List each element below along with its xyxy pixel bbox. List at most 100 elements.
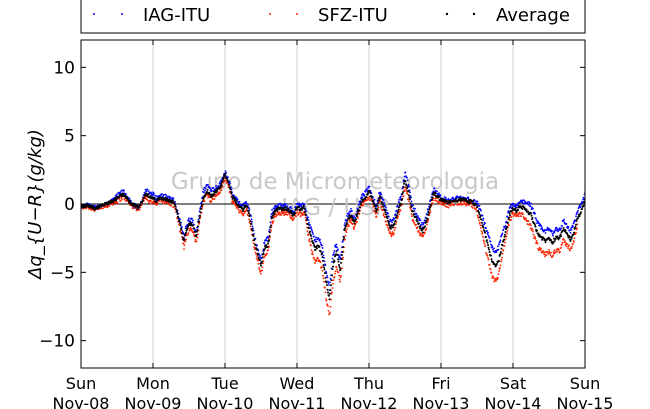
point-average	[120, 193, 123, 196]
point-sfz-itu	[255, 257, 258, 260]
point-average	[266, 245, 269, 248]
point-sfz-itu	[116, 201, 119, 204]
point-average	[333, 260, 336, 263]
point-sfz-itu	[508, 224, 510, 227]
point-average	[538, 233, 541, 236]
point-iag-itu	[385, 206, 387, 209]
point-iag-itu	[417, 216, 420, 219]
point-average	[355, 218, 357, 221]
point-average	[336, 254, 339, 257]
point-iag-itu	[405, 175, 407, 178]
point-sfz-itu	[390, 235, 393, 238]
point-average	[385, 213, 387, 216]
point-iag-itu	[224, 170, 227, 173]
point-average	[569, 239, 572, 242]
point-average	[438, 195, 440, 198]
point-average	[478, 211, 480, 214]
point-sfz-itu	[558, 249, 560, 251]
point-iag-itu	[579, 206, 582, 209]
point-average	[248, 212, 250, 215]
point-average	[573, 231, 575, 234]
point-iag-itu	[553, 231, 556, 234]
point-average	[508, 216, 510, 219]
point-iag-itu	[284, 204, 287, 207]
point-sfz-itu	[185, 238, 187, 241]
point-average	[285, 206, 287, 209]
point-sfz-itu	[331, 287, 334, 289]
point-iag-itu	[532, 207, 534, 210]
point-average	[343, 229, 346, 232]
point-average	[322, 264, 325, 267]
point-sfz-itu	[564, 243, 567, 246]
point-iag-itu	[388, 215, 390, 218]
point-average	[329, 289, 332, 292]
point-sfz-itu	[418, 232, 421, 234]
point-sfz-itu	[492, 276, 495, 279]
point-average	[200, 205, 203, 208]
point-sfz-itu	[304, 216, 307, 219]
point-iag-itu	[383, 201, 385, 204]
point-iag-itu	[289, 205, 292, 208]
point-sfz-itu	[561, 241, 564, 244]
point-sfz-itu	[242, 212, 244, 215]
point-average	[468, 198, 470, 201]
point-sfz-itu	[543, 251, 546, 254]
point-average	[247, 210, 250, 213]
point-average	[356, 212, 359, 215]
point-sfz-itu	[518, 211, 521, 214]
point-sfz-itu	[254, 251, 257, 254]
point-average	[422, 231, 424, 234]
point-average	[401, 192, 404, 195]
point-average	[331, 274, 333, 277]
point-average	[198, 220, 200, 223]
point-sfz-itu	[325, 298, 327, 300]
point-sfz-itu	[572, 243, 574, 246]
point-average	[143, 196, 145, 199]
point-iag-itu	[324, 264, 327, 267]
point-iag-itu	[529, 205, 532, 207]
point-sfz-itu	[266, 252, 268, 255]
point-average	[386, 215, 388, 218]
point-average	[328, 298, 331, 301]
point-sfz-itu	[249, 225, 252, 228]
point-sfz-itu	[486, 255, 489, 257]
point-sfz-itu	[252, 242, 255, 245]
point-iag-itu	[361, 193, 363, 196]
point-iag-itu	[204, 187, 207, 190]
point-iag-itu	[538, 222, 541, 225]
point-iag-itu	[310, 226, 312, 229]
point-iag-itu	[361, 196, 364, 199]
point-average	[206, 188, 209, 191]
point-iag-itu	[321, 247, 324, 249]
point-average	[408, 194, 410, 197]
point-iag-itu	[565, 222, 568, 225]
point-sfz-itu	[132, 207, 135, 210]
point-sfz-itu	[173, 205, 175, 208]
point-average	[455, 197, 457, 200]
point-iag-itu	[500, 235, 502, 238]
point-iag-itu	[540, 225, 543, 227]
point-sfz-itu	[182, 242, 185, 245]
point-iag-itu	[395, 209, 398, 212]
point-iag-itu	[179, 218, 181, 220]
point-sfz-itu	[404, 186, 407, 189]
point-sfz-itu	[428, 213, 431, 216]
point-sfz-itu	[539, 249, 542, 252]
point-average	[176, 213, 179, 216]
point-sfz-itu	[409, 207, 412, 210]
point-average	[482, 226, 485, 229]
point-sfz-itu	[431, 202, 434, 205]
point-iag-itu	[191, 217, 193, 220]
point-average	[149, 195, 152, 198]
point-average	[388, 222, 390, 225]
point-sfz-itu	[481, 231, 484, 234]
point-average	[323, 266, 325, 269]
point-average	[293, 213, 296, 216]
point-average	[496, 262, 498, 265]
point-average	[341, 250, 344, 253]
point-sfz-itu	[543, 253, 545, 255]
legend-marker-sfz	[269, 13, 271, 15]
point-iag-itu	[478, 205, 481, 207]
point-sfz-itu	[333, 276, 336, 278]
point-average	[509, 214, 511, 217]
